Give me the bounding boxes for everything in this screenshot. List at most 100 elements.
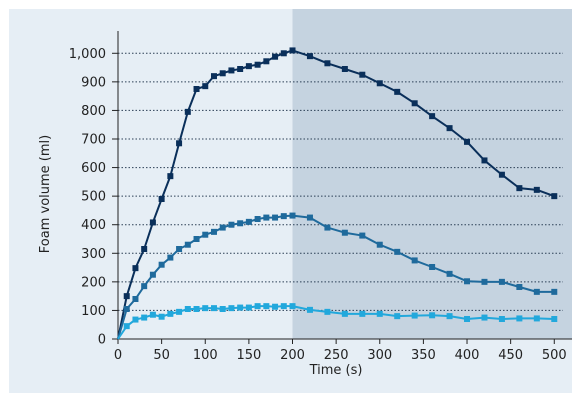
data-point [123, 323, 130, 330]
x-tick-label: 250 [324, 348, 349, 363]
data-point [280, 213, 287, 220]
data-point [324, 60, 331, 67]
data-point [167, 310, 174, 317]
data-point [228, 67, 235, 74]
data-point [123, 306, 130, 312]
data-point [132, 265, 139, 272]
data-point [237, 66, 244, 72]
data-point [289, 212, 296, 219]
y-tick-label: 200 [81, 275, 106, 290]
x-tick-label: 400 [455, 348, 480, 363]
y-tick-label: 500 [81, 190, 106, 205]
x-tick-label: 100 [193, 348, 218, 363]
data-point [516, 185, 523, 192]
data-point [359, 310, 366, 317]
data-point [184, 306, 191, 312]
data-point [245, 218, 252, 225]
data-point [533, 186, 540, 193]
data-point [193, 306, 200, 312]
data-point [411, 312, 418, 319]
data-point [254, 61, 261, 68]
data-point [498, 316, 505, 322]
data-point [141, 246, 148, 252]
data-point [141, 283, 148, 290]
y-tick-label: 800 [81, 104, 106, 119]
data-point [210, 73, 217, 80]
data-point [533, 315, 540, 322]
data-point [254, 303, 261, 310]
data-point [132, 316, 139, 323]
data-point [272, 53, 279, 60]
data-point [280, 303, 287, 310]
x-tick-label: 0 [114, 348, 122, 363]
data-point [219, 306, 226, 312]
data-point [498, 278, 505, 285]
data-point [359, 232, 366, 239]
data-point [167, 173, 174, 180]
data-point [551, 193, 558, 200]
data-point [341, 310, 348, 317]
data-point [411, 100, 418, 107]
data-point [245, 63, 252, 70]
data-point [149, 219, 156, 226]
line-chart: 0 100 200 300 400 500 600 700 800 900 1,000 0 50 100 1… [38, 9, 572, 378]
data-point [141, 314, 148, 321]
data-point [184, 241, 191, 248]
data-point [176, 246, 183, 252]
data-point [341, 229, 348, 236]
data-point [324, 308, 331, 315]
data-point [193, 86, 200, 92]
data-point [411, 257, 418, 264]
data-point [429, 264, 436, 270]
data-point [254, 216, 261, 222]
data-point [464, 316, 471, 322]
data-point [193, 236, 200, 242]
data-point [289, 47, 296, 54]
data-point [280, 50, 287, 57]
x-tick-label: 450 [498, 348, 523, 363]
data-point [219, 224, 226, 231]
data-point [516, 315, 523, 322]
y-tick-label: 400 [81, 218, 106, 233]
shaded-region [292, 9, 572, 339]
data-point [533, 288, 540, 295]
data-point [263, 58, 270, 65]
y-tick-label: 100 [81, 304, 106, 319]
data-point [394, 88, 401, 95]
data-point [289, 303, 296, 310]
data-point [245, 304, 252, 311]
chart-container: 0 100 200 300 400 500 600 700 800 900 1,000 0 50 100 1… [9, 9, 572, 393]
data-point [158, 313, 165, 320]
data-point [272, 303, 279, 310]
data-point [429, 312, 436, 319]
data-point [272, 214, 279, 221]
data-point [228, 305, 235, 312]
data-point [551, 316, 558, 322]
data-point [306, 214, 313, 221]
data-point [202, 83, 209, 90]
data-point [219, 70, 226, 77]
data-point [481, 157, 488, 164]
data-point [376, 80, 383, 87]
data-point [376, 310, 383, 317]
data-point [176, 308, 183, 315]
data-point [123, 293, 130, 300]
data-point [481, 278, 488, 285]
data-point [376, 241, 383, 248]
data-point [176, 140, 183, 147]
data-point [263, 303, 270, 310]
data-point [359, 71, 366, 78]
x-tick-label: 150 [236, 348, 261, 363]
data-point [158, 261, 165, 268]
data-point [210, 228, 217, 235]
data-point [132, 296, 139, 302]
y-tick-label: 700 [81, 133, 106, 148]
x-tick-label: 300 [367, 348, 392, 363]
data-point [237, 304, 244, 311]
data-point [464, 278, 471, 285]
data-point [516, 284, 523, 290]
y-tick-label: 300 [81, 247, 106, 262]
data-point [394, 248, 401, 255]
data-point [158, 196, 165, 202]
y-tick-label: 900 [81, 75, 106, 90]
